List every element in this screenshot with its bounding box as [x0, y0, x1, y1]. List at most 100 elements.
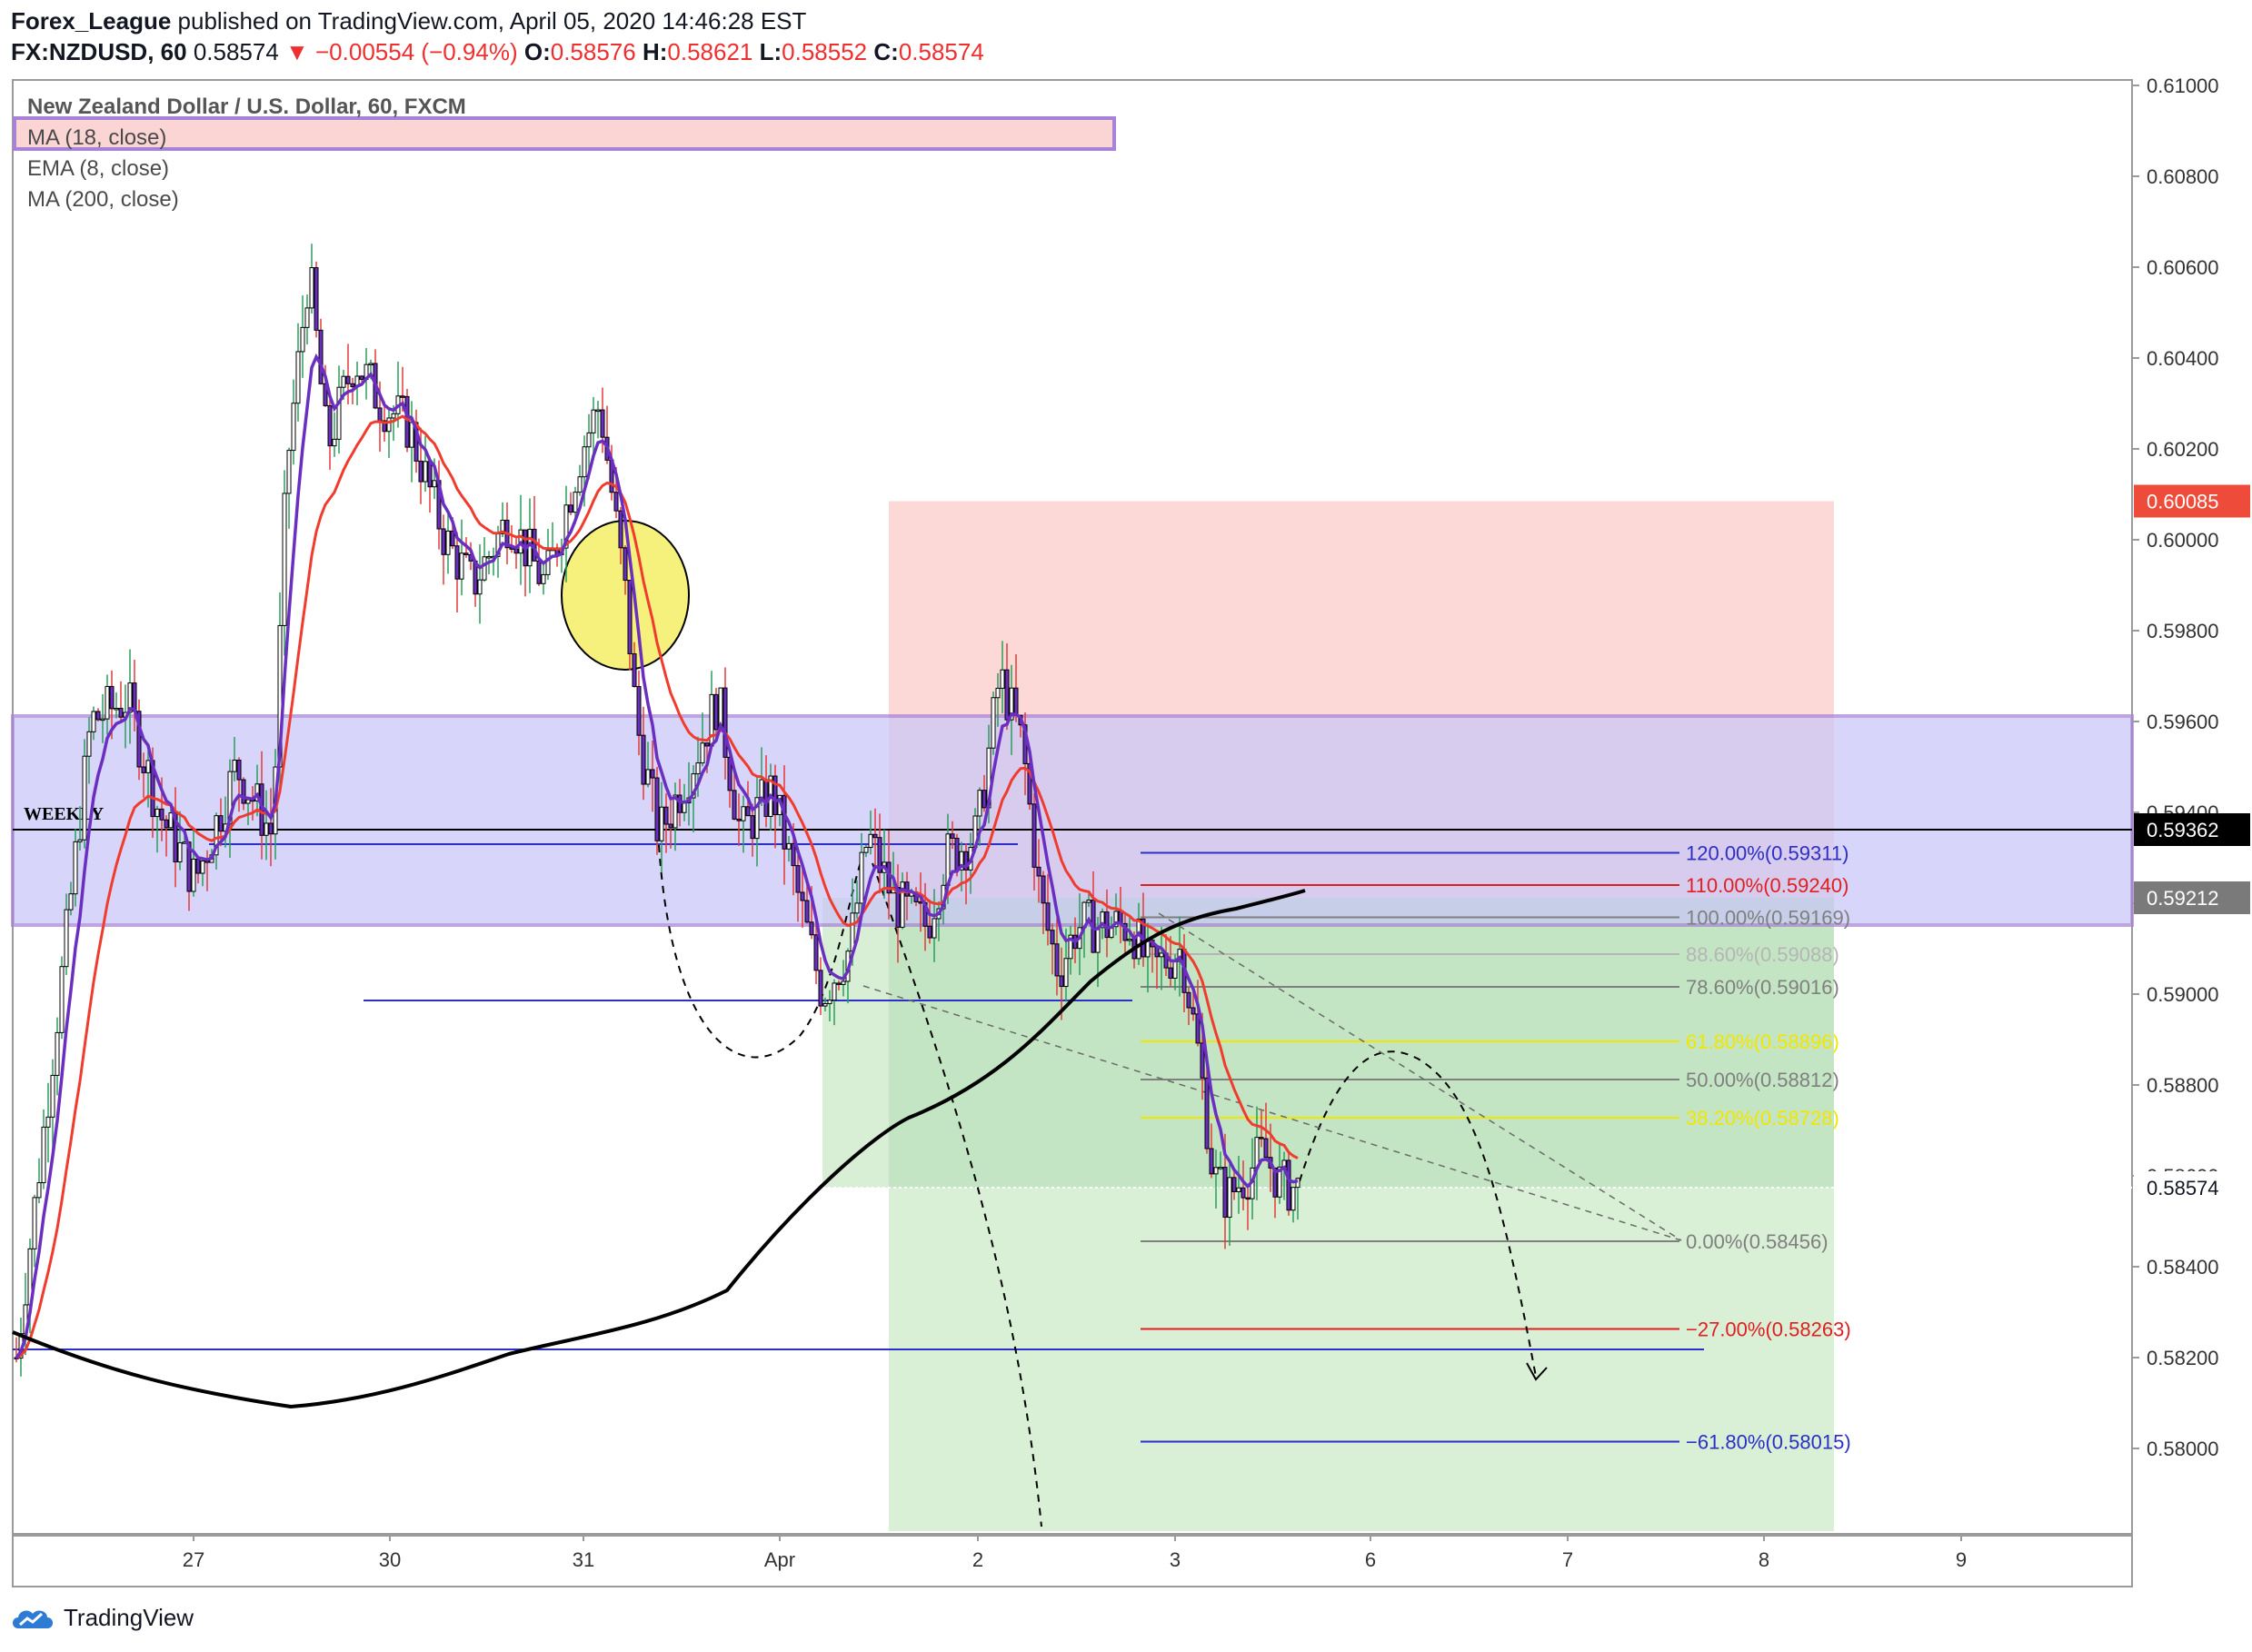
candle-body — [927, 925, 932, 939]
candle-body — [732, 790, 737, 820]
projection-path-3 — [1299, 1050, 1537, 1378]
candle-body — [836, 982, 842, 985]
candle-body — [654, 777, 660, 841]
y-axis-label: 0.58000 — [2147, 1438, 2219, 1460]
candle-body — [100, 718, 105, 722]
candle-body — [623, 547, 628, 582]
footer-brand[interactable]: TradingView — [9, 1603, 194, 1632]
candle-body — [741, 806, 746, 821]
candle-body — [105, 685, 110, 720]
candle-body — [1263, 1138, 1269, 1159]
candle — [750, 803, 755, 857]
candle-body — [55, 1031, 60, 1076]
legend-title[interactable]: New Zealand Dollar / U.S. Dollar, 60, FX… — [27, 95, 466, 119]
candle — [1036, 839, 1041, 903]
candle — [1277, 1143, 1282, 1204]
candle-body — [386, 417, 392, 433]
candle — [818, 957, 823, 1016]
candle-body — [695, 762, 701, 775]
y-axis-label: 0.60000 — [2147, 529, 2219, 552]
candle-body — [1000, 669, 1005, 689]
publisher-name[interactable]: Forex_League — [11, 7, 172, 35]
candle-body — [804, 900, 810, 923]
fib-label: −27.00%(0.58263) — [1686, 1319, 1851, 1341]
candle — [59, 956, 65, 1040]
candle — [541, 561, 546, 595]
ma200-line — [12, 889, 1306, 1409]
candle-body — [145, 760, 151, 773]
candle-body — [159, 808, 164, 821]
y-axis-label: 0.58800 — [2147, 1074, 2219, 1097]
take-profit-inner-zone — [822, 898, 1834, 1188]
candle-body — [141, 766, 146, 773]
candle-body — [500, 519, 505, 534]
publish-date: published on TradingView.com, April 05, … — [177, 7, 807, 35]
candle-body — [1168, 967, 1173, 979]
candle-body — [1204, 1077, 1210, 1149]
candle-body — [1054, 943, 1060, 977]
candle-body — [1136, 918, 1141, 960]
y-axis-label: 0.61000 — [2147, 75, 2219, 97]
candle-body — [1213, 1167, 1219, 1175]
candle — [822, 997, 828, 1012]
price-tag-bg — [2134, 484, 2250, 518]
candle — [232, 736, 237, 781]
candle-body — [186, 841, 192, 892]
candle-body — [650, 769, 655, 779]
candle-body — [168, 812, 174, 829]
candle-body — [368, 363, 374, 365]
legend-ma18[interactable]: MA (18, close) — [27, 125, 167, 150]
candle — [82, 739, 87, 849]
candle — [1204, 1055, 1210, 1154]
candle — [300, 295, 305, 378]
candle-body — [1159, 952, 1164, 958]
close-label: C: — [873, 38, 899, 65]
candle-body — [477, 579, 483, 595]
candle-body — [1059, 975, 1064, 988]
candle — [741, 795, 746, 853]
candle-body — [45, 1116, 51, 1128]
fib-label: 78.60%(0.59016) — [1686, 976, 1839, 999]
candle-body — [872, 833, 878, 839]
symbol[interactable]: FX:NZDUSD, 60 — [11, 38, 187, 65]
price-tag: 0.58574 — [2134, 1171, 2250, 1204]
candle-body — [91, 711, 96, 732]
candle — [1031, 792, 1037, 891]
candle — [264, 790, 269, 861]
candle-body — [282, 493, 287, 626]
candle — [654, 766, 660, 855]
price-tag-bg — [2134, 813, 2250, 846]
candle — [1231, 1169, 1237, 1200]
candle-body — [722, 687, 728, 758]
projection-arrowhead — [1526, 1362, 1548, 1381]
candle — [872, 808, 878, 870]
y-axis-label: 0.59000 — [2147, 983, 2219, 1006]
high-label: H: — [642, 38, 668, 65]
candle-body — [1195, 1013, 1201, 1044]
candle-body — [268, 822, 274, 835]
candle-body — [445, 530, 451, 555]
y-axis-label: 0.60400 — [2147, 347, 2219, 370]
candle — [454, 532, 460, 613]
y-axis-label: 0.58400 — [2147, 1256, 2219, 1279]
candle-body — [1259, 1137, 1264, 1139]
candle-body — [632, 652, 637, 688]
legend-ma200[interactable]: MA (200, close) — [27, 187, 179, 212]
candle-body — [595, 409, 601, 413]
candle — [618, 507, 623, 564]
candle — [713, 688, 719, 741]
candle-body — [300, 326, 305, 353]
legend-ema8[interactable]: EMA (8, close) — [27, 156, 170, 181]
candle-body — [1172, 960, 1178, 979]
candle — [91, 706, 96, 741]
candle-body — [959, 851, 964, 871]
low-value: 0.58552 — [782, 38, 868, 65]
candle — [359, 374, 364, 382]
x-axis-label: Apr — [764, 1548, 795, 1571]
price-tag: 0.60085 — [2134, 484, 2250, 518]
trend-dashed-line — [862, 985, 1682, 1241]
candle — [795, 854, 801, 922]
candle — [214, 812, 219, 870]
candle-body — [336, 386, 342, 440]
